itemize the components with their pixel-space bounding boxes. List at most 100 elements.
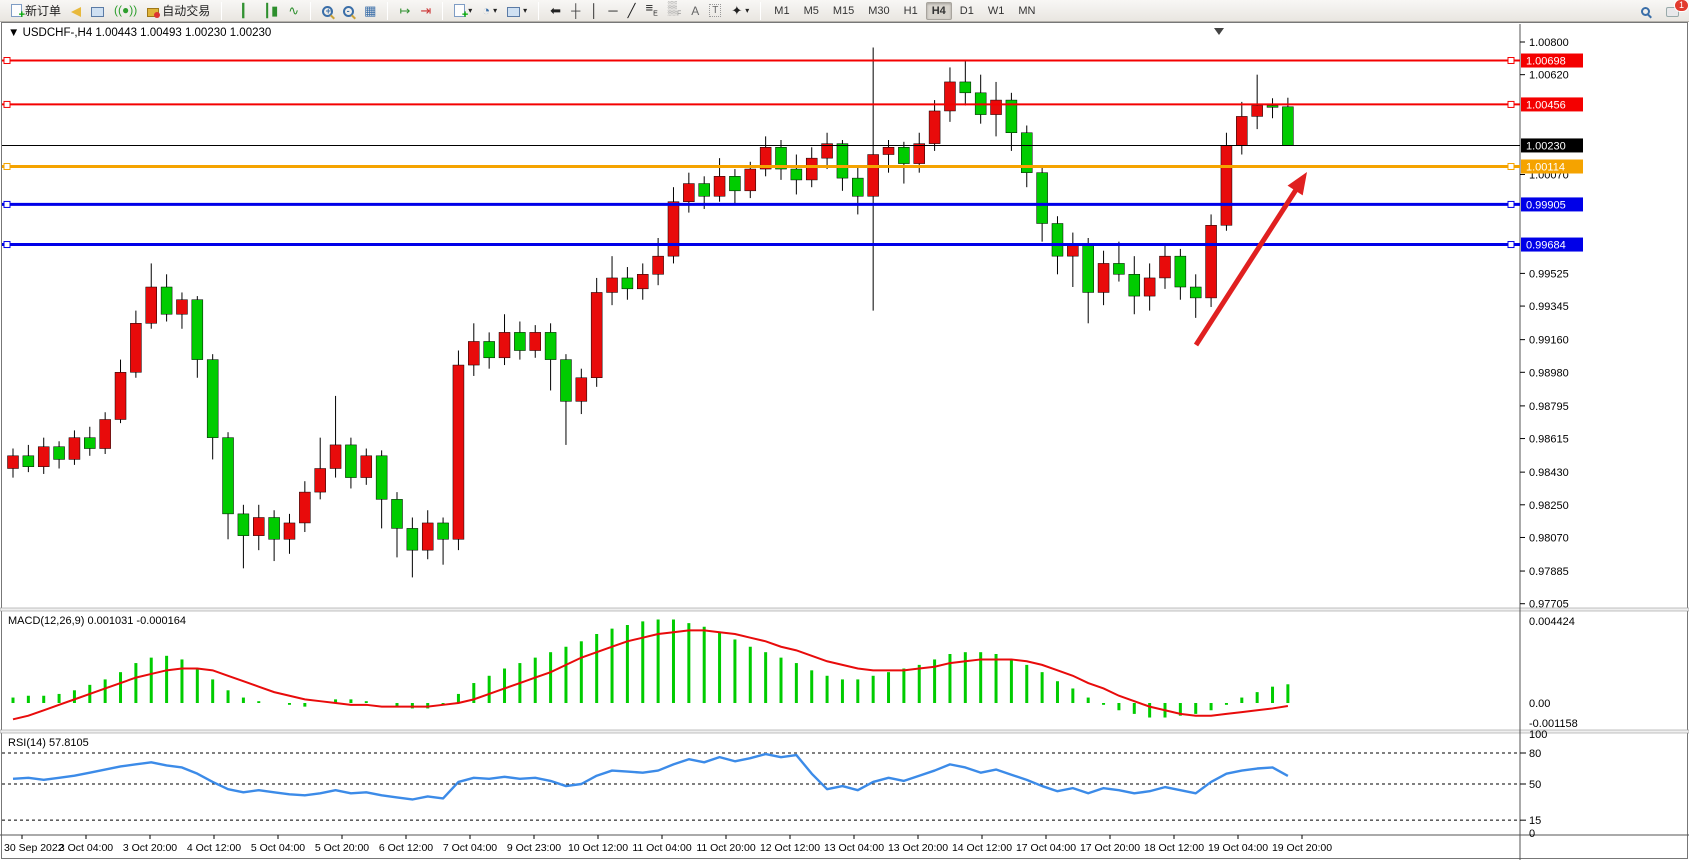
trend-arrow-annotation[interactable] bbox=[1193, 172, 1307, 347]
cursor-icon: ⬅︎ bbox=[550, 3, 562, 18]
hline-left-handle[interactable] bbox=[3, 200, 11, 208]
bull-candle-body bbox=[529, 332, 541, 351]
bull-candle-body bbox=[805, 157, 818, 181]
tf-button-m30[interactable]: M30 bbox=[868, 4, 890, 17]
alert-horn-icon bbox=[71, 6, 82, 17]
hline-right-handle[interactable] bbox=[1507, 57, 1515, 65]
bull-candle-body bbox=[928, 110, 941, 144]
bull-candle-body bbox=[744, 168, 757, 192]
bull-candle-body bbox=[1159, 255, 1171, 279]
pane-splitter[interactable] bbox=[0, 729, 1689, 734]
grid-tool-button[interactable]: ▒F bbox=[664, 1, 686, 21]
tf-button-m15[interactable]: M15 bbox=[832, 4, 855, 17]
bar-chart-icon: ▕▏ bbox=[233, 3, 254, 18]
pane-titles: ▼ USDCHF-,H4 1.00443 1.00493 1.00230 1.0… bbox=[8, 27, 271, 749]
arrows-tool-icon: ✦ bbox=[731, 3, 743, 18]
hline-right-handle[interactable] bbox=[1507, 241, 1515, 249]
fibonacci-tool-button[interactable]: ≡E bbox=[641, 1, 661, 21]
bull-candle-body bbox=[421, 522, 434, 551]
crosshair-tool-button[interactable]: ┼ bbox=[567, 1, 584, 21]
bull-candle-body bbox=[1236, 116, 1248, 146]
tf-button-w1[interactable]: W1 bbox=[987, 4, 1005, 17]
vline-tool-button[interactable]: │ bbox=[586, 1, 602, 21]
hline-right-handle[interactable] bbox=[1507, 200, 1515, 208]
bull-candle-body bbox=[652, 255, 664, 275]
chart-title: ▼ USDCHF-,H4 1.00443 1.00493 1.00230 1.0… bbox=[8, 27, 271, 39]
trendline-tool-button[interactable]: ╱ bbox=[624, 1, 640, 21]
hline-left-handle[interactable] bbox=[3, 163, 11, 171]
pane-splitter[interactable] bbox=[0, 607, 1689, 612]
text-tool-button[interactable]: A bbox=[687, 1, 703, 21]
zoom-in-button[interactable]: + bbox=[318, 1, 337, 21]
bull-candle-body bbox=[867, 154, 879, 197]
bull-candle-body bbox=[253, 517, 265, 536]
tile-windows-icon: ▦ bbox=[364, 3, 377, 18]
hline-right-handle[interactable] bbox=[1507, 100, 1515, 108]
bull-candle-body bbox=[114, 372, 127, 420]
tf-button-m1[interactable]: M1 bbox=[774, 4, 790, 17]
new-chart-button[interactable]: ▾ bbox=[450, 1, 476, 21]
textbox-tool-button[interactable]: T bbox=[705, 1, 725, 21]
macd-axis-label: 0.004424 bbox=[1529, 616, 1575, 628]
chart-shift-marker[interactable] bbox=[1214, 28, 1224, 35]
zoom-out-button[interactable]: - bbox=[339, 1, 358, 21]
trend-arrow-head bbox=[1287, 172, 1307, 196]
bear-candle-body bbox=[222, 437, 234, 515]
alert-button[interactable] bbox=[67, 1, 85, 21]
bear-candle-body bbox=[160, 286, 173, 315]
horizontal-line-icon: ─ bbox=[608, 3, 618, 18]
tile-windows-button[interactable]: ▦ bbox=[360, 1, 380, 21]
candle-chart-mode-button[interactable]: ┃▮ bbox=[259, 1, 282, 21]
hline-right-handle[interactable] bbox=[1507, 163, 1515, 171]
tf-button-h4[interactable]: H4 bbox=[925, 1, 952, 20]
price-tick-label: 0.98615 bbox=[1529, 434, 1569, 446]
bear-candle-body bbox=[898, 147, 910, 164]
price-axis: 1.008001.006201.000700.995250.993450.991… bbox=[1520, 37, 1569, 611]
bull-candle-body bbox=[667, 201, 680, 257]
time-tick-label: 19 Oct 20:00 bbox=[1272, 842, 1332, 854]
bear-candle-body bbox=[698, 183, 710, 197]
toolbar-separator bbox=[442, 1, 444, 20]
bull-candle-body bbox=[1067, 245, 1079, 257]
notifications-button[interactable]: 1 bbox=[1662, 0, 1689, 21]
tf-button-mn[interactable]: MN bbox=[1018, 4, 1036, 17]
bull-candle-body bbox=[299, 491, 311, 524]
hline-left-handle[interactable] bbox=[3, 100, 11, 108]
hline-left-handle[interactable] bbox=[3, 57, 11, 65]
time-tick-label: 13 Oct 04:00 bbox=[824, 842, 884, 854]
chart-window[interactable]: 1.00800 1.00620 1.00070 0.99525 0.99345 0.991… bbox=[0, 22, 1689, 860]
tf-button-m5[interactable]: M5 bbox=[803, 4, 819, 17]
bear-candle-body bbox=[22, 455, 35, 467]
grid-icon: ▒F bbox=[667, 0, 682, 18]
cursor-tool-button[interactable]: ⬅︎ bbox=[546, 1, 565, 21]
search-button[interactable] bbox=[1637, 1, 1654, 21]
hline-tool-button[interactable]: ─ bbox=[604, 1, 621, 21]
chart-shift-button[interactable]: ⇥ bbox=[416, 1, 435, 21]
period-clock-button[interactable]: ◔ ▾ bbox=[478, 1, 501, 21]
bear-candle-body bbox=[959, 81, 972, 94]
autotrading-button[interactable]: 自动交易 bbox=[143, 1, 214, 21]
toolbar-separator bbox=[221, 1, 223, 20]
usdchf-h4-chart[interactable]: 1.008001.006201.000700.995250.993450.991… bbox=[0, 22, 1689, 860]
toolbar-separator bbox=[538, 1, 540, 20]
rsi-axis-label: 100 bbox=[1529, 729, 1547, 741]
tf-button-h1[interactable]: H1 bbox=[903, 4, 918, 17]
new-order-button[interactable]: 新订单 bbox=[7, 1, 65, 21]
price-tick-label: 0.99345 bbox=[1529, 301, 1569, 313]
bull-candle-body bbox=[283, 522, 296, 540]
price-tick-label: 0.98250 bbox=[1529, 500, 1569, 512]
hline-left-handle[interactable] bbox=[3, 241, 11, 249]
market-watch-button[interactable] bbox=[87, 1, 108, 21]
price-tick-label: 0.98070 bbox=[1529, 532, 1569, 544]
bar-chart-mode-button[interactable]: ▕▏ bbox=[229, 1, 257, 21]
line-chart-mode-button[interactable]: ∿ bbox=[284, 1, 303, 21]
arrows-tool-button[interactable]: ✦ ▾ bbox=[727, 1, 753, 21]
bull-candle-body bbox=[1220, 145, 1233, 226]
signals-button[interactable]: ((●)) bbox=[110, 1, 141, 21]
tf-button-d1[interactable]: D1 bbox=[959, 4, 974, 17]
auto-scroll-button[interactable]: ↦ bbox=[395, 1, 414, 21]
bear-candle-body bbox=[391, 499, 403, 529]
price-tick-label: 0.98795 bbox=[1529, 401, 1569, 413]
template-button[interactable]: ▾ bbox=[503, 1, 531, 21]
bull-candle-body bbox=[1205, 225, 1217, 299]
